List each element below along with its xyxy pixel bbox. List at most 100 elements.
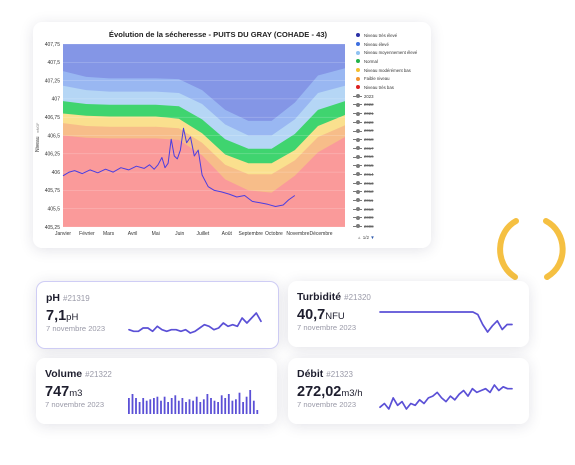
legend-item[interactable]: 2021 [353,109,431,118]
metric-card-debit[interactable]: Débit #21323 272,02m3/h 7 novembre 2023 [288,358,529,424]
sparkline-bar [202,399,205,414]
metric-card-turbidite[interactable]: Turbidité #21320 40,7NFU 7 novembre 2023 [288,281,529,347]
x-tick-label: Novembre [286,231,309,237]
legend-label: Niveau modérément bas [364,67,411,73]
sparkline-bar [242,402,244,414]
legend-item[interactable]: 2010 [353,205,431,214]
metric-id: #21319 [63,294,90,303]
legend-symbol [353,50,362,55]
legend-label: 2011 [364,197,374,203]
sparkline-bar [224,398,227,414]
series-line-2023 [62,127,296,207]
metric-name: Volume [45,368,83,380]
legend-item[interactable]: Niveau très bas [353,83,431,92]
metric-value-number: 7,1 [46,308,67,324]
legend-item[interactable]: 2016 [353,153,431,162]
y-axis: 405,25 405,5 405,75 406 406,25 406,5 406,75 407… [45,42,61,231]
legend-dot-icon [355,33,360,38]
legend-item[interactable]: 2012 [353,187,431,196]
legend-line-icon [353,215,362,220]
legend-label: 2023 [364,93,374,99]
metric-date: 7 novembre 2023 [297,400,357,409]
legend-line-icon [353,154,362,159]
legend-page-down-icon[interactable]: ▼ [370,235,375,240]
legend-label: Niveau très bas [364,84,394,90]
x-tick-label: Février [79,231,95,237]
legend-item[interactable]: Niveau très élevé [353,31,431,40]
legend-dot-icon [355,85,360,90]
sparkline-path [379,384,513,410]
legend-item[interactable]: 2017 [353,144,431,153]
legend-symbol [353,59,362,64]
legend-item[interactable]: 2014 [353,170,431,179]
legend-item[interactable]: 2023 [353,92,431,101]
legend-item[interactable]: Niveau élevé [353,40,431,49]
x-tick-label: Juillet [196,231,209,237]
legend-dot-icon [355,42,360,47]
legend-label: 2018 [364,137,374,143]
legend-item[interactable]: Niveau modérément bas [353,66,431,75]
sparkline-bar [128,398,130,414]
legend-item[interactable]: Faible niveau [353,74,431,83]
legend-line-icon [353,189,362,194]
x-tick-label: Décembre [310,231,333,237]
metric-unit: m3/h [341,388,363,399]
legend-item[interactable]: 2008 [353,222,431,231]
metric-date: 7 novembre 2023 [46,324,106,333]
metric-title: Débit #21323 [297,368,353,380]
level-bands [63,44,345,227]
metric-card-ph[interactable]: pH #21319 7,1pH 7 novembre 2023 [36,281,279,349]
logo-ring-icon [497,218,566,280]
legend-symbol [353,146,362,151]
legend-page-up-icon[interactable]: ▲ [357,235,362,240]
legend-item[interactable]: 2013 [353,179,431,188]
legend-line-icon [353,94,362,99]
legend-line-icon [353,198,362,203]
metric-title: Volume #21322 [45,368,112,380]
legend-line-icon [353,181,362,186]
x-tick-label: Avril [128,231,138,237]
legend-symbol [353,102,362,107]
legend-item[interactable]: Niveau moyennement élevé [353,48,431,57]
metric-value-number: 747 [45,384,70,400]
drought-chart: Évolution de la sécheresse - PUITS DU GR… [35,30,345,237]
series-lines [62,127,296,207]
y-axis-label: Niveau mNGF [35,123,41,152]
x-tick-label: Mars [103,231,115,237]
legend-symbol [353,181,362,186]
metric-id: #21323 [326,370,353,379]
legend-item[interactable]: 2015 [353,161,431,170]
y-tick-label: 406,25 [45,152,61,158]
legend-item[interactable]: Normal [353,57,431,66]
x-tick-label: Août [222,231,233,237]
metric-title: pH #21319 [46,292,90,304]
legend-item[interactable]: 2022 [353,101,431,110]
legend-item[interactable]: 2009 [353,213,431,222]
legend-item[interactable]: 2020 [353,118,431,127]
metric-card-volume[interactable]: Volume #21322 747m3 7 novembre 2023 [36,358,277,424]
legend-item[interactable]: 2019 [353,127,431,136]
legend-label: Normal [364,58,378,64]
sparkline-bar [160,400,162,414]
legend-label: 2010 [364,206,374,212]
legend-symbol [353,172,362,177]
sparkline-bar [170,398,173,414]
legend-item[interactable]: 2018 [353,135,431,144]
legend-symbol [353,128,362,133]
legend-label: 2009 [364,215,374,221]
legend-symbol [353,120,362,125]
legend-label: 2022 [364,102,374,108]
metric-date: 7 novembre 2023 [45,400,105,409]
metric-date: 7 novembre 2023 [297,323,357,332]
legend-symbol [353,154,362,159]
sparkline-bar [149,399,152,414]
metric-id: #21322 [85,370,112,379]
legend-symbol [353,42,362,47]
legend-line-icon [353,137,362,142]
legend-pager: ▲ 1/2 ▼ [357,235,375,240]
legend-dot-icon [355,59,360,64]
y-tick-label: 406,75 [45,115,61,121]
legend-item[interactable]: 2011 [353,196,431,205]
legend-symbol [353,224,362,229]
metric-value-number: 40,7 [297,307,326,323]
